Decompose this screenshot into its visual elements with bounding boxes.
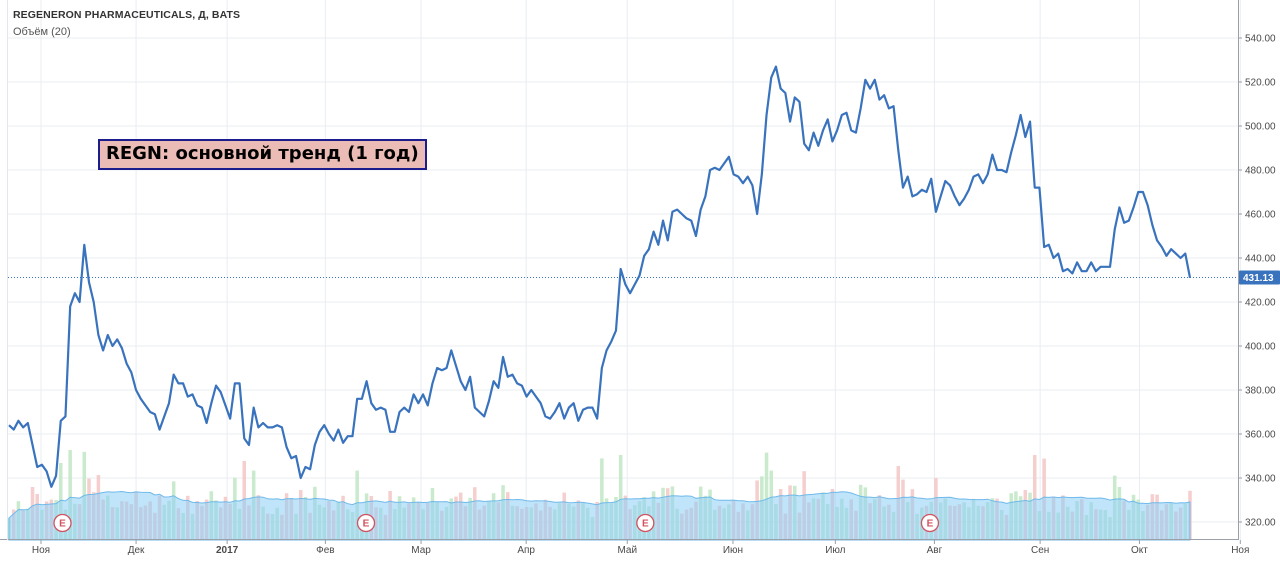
y-tick-label: 480.00 [1245,166,1276,177]
price-series-line [8,65,1192,488]
y-tick-label: 400.00 [1245,342,1276,353]
y-tick-label: 340.00 [1245,474,1276,485]
volume-bar [600,458,604,540]
y-tick-label: 320.00 [1245,518,1276,529]
trend-annotation: REGN: основной тренд (1 год) [98,139,427,170]
y-tick-label: 420.00 [1245,298,1276,309]
x-tick-label: Ноя [1231,545,1249,556]
chart-title: REGENERON PHARMACEUTICALS, Д, BATS [13,9,241,21]
x-tick-label: Ноя [32,545,50,556]
x-tick-label: Сен [1031,545,1049,556]
last-price-label: 431.13 [1243,273,1274,284]
vertical-gridlines [40,0,1241,540]
x-tick-label: Мар [411,545,431,556]
x-tick-label: Апр [517,545,535,556]
x-tick-label: 2017 [216,545,239,556]
x-tick-label: Дек [128,545,145,556]
event-marker-circle [356,513,376,533]
volume-indicator-label[interactable]: Объём (20) [13,26,71,38]
last-price-tag: 431.13 [1239,270,1280,285]
event-marker-label: E [363,519,370,530]
earnings-event-marker[interactable]: E [356,513,376,533]
earnings-event-marker[interactable]: E [53,513,72,533]
event-marker-label: E [59,519,66,530]
y-tick-label: 440.00 [1245,254,1276,265]
y-tick-label: 500.00 [1245,122,1276,133]
event-marker-circle [636,513,655,533]
x-tick-label: Июл [825,545,845,556]
event-marker-label: E [642,519,649,530]
y-tick-label: 540.00 [1245,34,1276,45]
earnings-event-marker[interactable]: E [636,513,655,533]
x-tick-label: Окт [1131,545,1148,556]
event-marker-label: E [927,519,934,530]
volume-bar [764,452,769,540]
x-tick-label: Июн [723,545,743,556]
volume-bar [618,455,623,540]
y-tick-label: 380.00 [1245,386,1276,397]
price-axis[interactable]: 320.00 340.00 360.00 380.00 400.00 420.00 440.… [1238,34,1276,529]
volume-moving-average [8,490,1191,541]
event-marker-circle [920,513,940,533]
y-tick-label: 360.00 [1245,430,1276,441]
earnings-event-marker[interactable]: E [920,513,940,533]
volume-bar [68,450,72,540]
y-tick-label: 520.00 [1245,78,1276,89]
x-tick-label: Авг [927,545,943,556]
time-axis[interactable]: Ноя Дек 2017 Фев Мар Апр Май Июн Июл Авг Сен Окт Ноя [32,540,1250,556]
x-tick-label: Фев [316,545,334,556]
x-tick-label: Май [617,545,637,556]
event-marker-circle [53,513,72,533]
volume-bar [1032,455,1037,540]
y-tick-label: 460.00 [1245,210,1276,221]
